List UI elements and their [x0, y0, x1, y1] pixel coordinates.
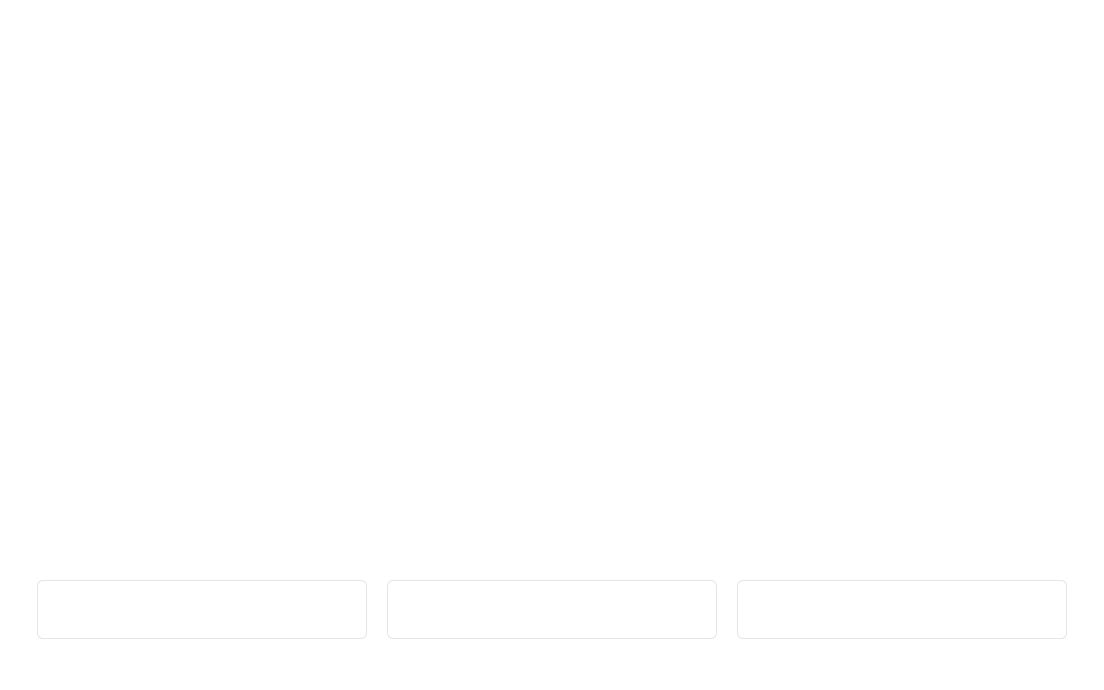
gauge-chart	[20, 20, 1084, 560]
legend-bullet-max	[894, 601, 903, 610]
legend-card-max	[737, 580, 1067, 639]
legend-bullet-min	[194, 601, 203, 610]
legend-row	[20, 580, 1084, 639]
gauge-svg	[32, 20, 1072, 560]
legend-label-min	[194, 601, 211, 610]
legend-card-min	[37, 580, 367, 639]
legend-bullet-avg	[544, 601, 553, 610]
legend-card-avg	[387, 580, 717, 639]
legend-label-avg	[544, 601, 561, 610]
legend-label-max	[894, 601, 911, 610]
